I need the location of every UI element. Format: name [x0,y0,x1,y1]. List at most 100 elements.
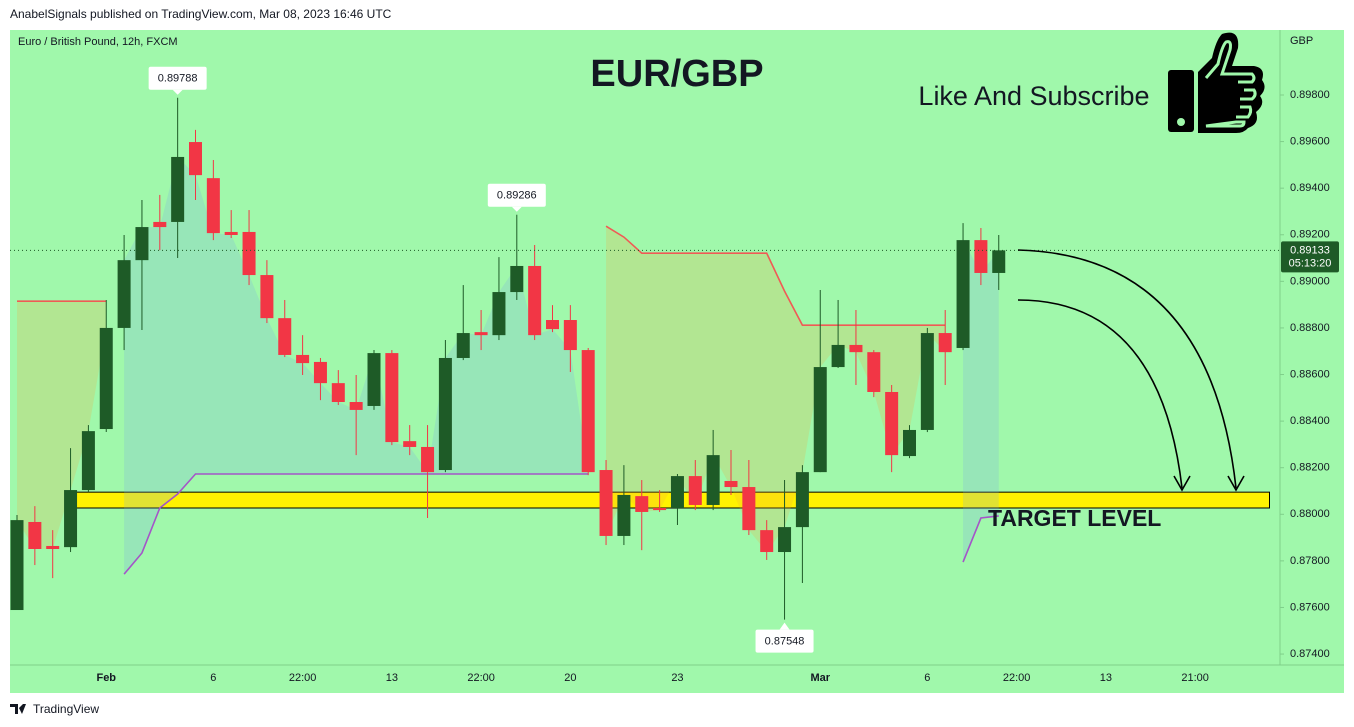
y-tick-label: 0.88400 [1290,415,1330,427]
price-tag [1281,241,1339,273]
price-label-pointer [172,89,183,95]
plot [10,97,1280,620]
y-tick-label: 0.89800 [1290,89,1330,101]
candle-body [528,265,542,336]
candle-body [438,357,452,471]
candle-body [117,260,131,328]
candle-body [813,367,827,473]
candle-body [563,320,577,351]
candle-body [153,221,167,228]
x-tick-label: 21:00 [1181,672,1209,684]
candle-body [403,441,417,447]
candle-body [938,333,952,353]
candle-body [456,333,470,358]
candle-body [64,490,78,548]
indicator-fill [124,156,589,575]
price-label: 0.89286 [497,190,537,202]
candle-body [46,545,60,549]
candle-body [260,275,274,319]
candle-body [171,156,185,222]
candle-body [867,352,881,392]
x-tick-label: 23 [671,672,683,684]
candle-body [296,354,310,364]
thumbs-up-icon [1168,32,1265,133]
candle-body [206,178,220,234]
footer: TradingView [33,702,99,716]
candle-body [581,350,595,473]
candle-body [331,383,345,403]
candle-body [421,446,435,473]
candle-body [688,476,702,505]
candle-body [278,318,292,355]
price-label-box [487,183,546,207]
chart-title: EUR/GBP [590,53,763,95]
x-tick-label: 6 [210,672,216,684]
candle-body [349,402,363,410]
indicator-line [17,225,946,326]
price-label-box [755,629,814,653]
candle-body [635,496,649,512]
candle-body [795,472,809,528]
x-tick-label: 13 [1100,672,1112,684]
y-tick-label: 0.89400 [1290,182,1330,194]
currency: GBP [1290,35,1313,47]
candle-body [492,292,506,336]
candle-body [135,227,149,261]
candle-body [510,265,524,293]
candle-body [474,332,488,336]
candle-body [385,353,399,443]
price-tag-countdown: 05:13:20 [1289,257,1332,269]
x-tick-label: 22:00 [289,672,317,684]
price-label-box [148,66,207,90]
candle-body [367,353,381,406]
candle-body [903,429,916,457]
annotation: Like And Subscribe [918,81,1149,111]
candle-body [849,344,863,353]
y-tick-label: 0.87400 [1290,648,1330,660]
chart-background [10,30,1344,693]
candle-body [99,327,113,430]
candle-body [81,431,95,491]
y-tick-label: 0.89000 [1290,275,1330,287]
candle-body [778,527,792,553]
candle-body [760,530,774,553]
candle-body [313,361,327,384]
candle-body [242,231,256,276]
y-tick-label: 0.89200 [1290,229,1330,241]
candle-body [706,455,720,505]
price-label-pointer [779,622,790,630]
y-tick-label: 0.89600 [1290,135,1330,147]
price-label-pointer [511,206,522,212]
y-tick-label: 0.88200 [1290,462,1330,474]
price-tag-value: 0.89133 [1290,244,1330,256]
x-tick-label: Mar [810,672,830,684]
price-label: 0.87548 [765,635,805,647]
y-tick-label: 0.88800 [1290,322,1330,334]
candle-body [974,240,988,273]
candle-body [724,480,738,488]
candle-body [546,320,559,330]
candle-body [28,521,42,549]
arrows [1017,249,1245,492]
candle-body [885,391,899,456]
zone-label: TARGET LEVEL [988,505,1161,531]
candle-body [10,520,24,611]
indicator-fill [17,301,107,549]
candle-body [599,470,613,536]
x-tick-label: Feb [96,672,116,684]
x-tick-label: 22:00 [467,672,495,684]
x-tick-label: 13 [386,672,398,684]
price-label: 0.89788 [158,73,198,85]
indicator-fill [606,226,946,553]
candle-body [189,142,202,176]
header: AnabelSignals published on TradingView.c… [10,7,392,21]
indicator-fill [963,240,999,563]
candle-body [617,494,631,536]
candle-body [653,507,667,511]
y-tick-label: 0.87800 [1290,555,1330,567]
candle-body [742,487,756,531]
candle-body [670,476,684,508]
candle-body [831,344,845,368]
candle-body [920,333,934,430]
candle-body [224,231,238,235]
